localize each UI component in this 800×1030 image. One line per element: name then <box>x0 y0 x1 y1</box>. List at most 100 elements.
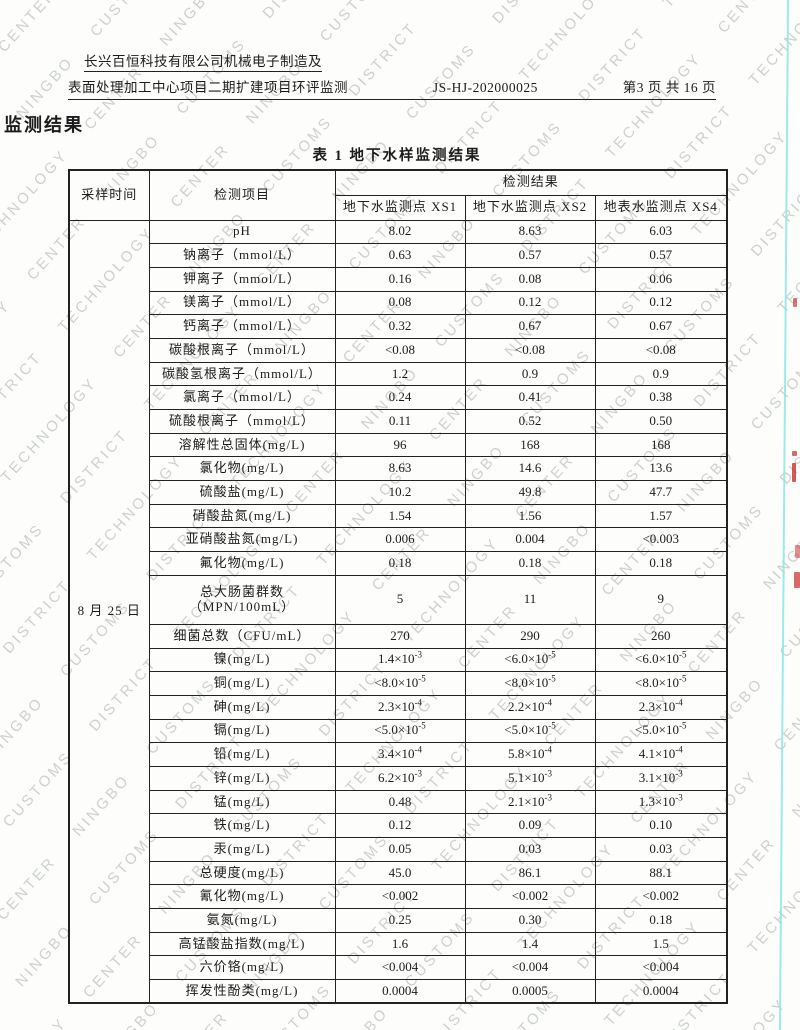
value-cell: 290 <box>464 623 596 649</box>
value-cell: 86.1 <box>464 860 596 886</box>
value-cell: 5.1×10-3 <box>464 765 596 791</box>
item-label-cell: 镍(mg/L) <box>148 647 336 673</box>
value-cell: 0.12 <box>334 813 466 838</box>
value-cell: <6.0×10-5 <box>594 647 728 673</box>
red-mark <box>792 463 796 482</box>
value-cell: 168 <box>464 432 596 458</box>
value-cell: 1.54 <box>334 503 466 529</box>
col-header-point-xs1: 地下水监测点 XS1 <box>334 194 466 221</box>
table-row: 镁离子（mmol/L） 0.08 0.12 0.12 <box>69 290 728 316</box>
value-cell: <5.0×10-5 <box>594 718 728 744</box>
value-cell: <0.08 <box>464 337 596 363</box>
item-label-cell: pH <box>148 219 336 245</box>
value-cell: <0.08 <box>594 337 728 363</box>
table-head: 采样时间 检测项目 检测结果 地下水监测点 XS1 地下水监测点 XS2 地表水… <box>68 169 728 221</box>
table-row: 铁(mg/L) 0.12 0.09 0.10 <box>69 813 728 838</box>
value-cell: 0.30 <box>464 908 596 933</box>
item-label-cell: 氯化物(mg/L) <box>148 456 336 482</box>
table-row: 钠离子（mmol/L） 0.63 0.57 0.57 <box>69 243 728 268</box>
item-label-cell: 硫酸盐(mg/L) <box>148 480 336 505</box>
value-cell: <0.08 <box>334 337 466 363</box>
item-label-cell: 硝酸盐氮(mg/L) <box>148 503 336 529</box>
col-header-point-xs2: 地下水监测点 XS2 <box>464 194 596 221</box>
page-content: 长兴百恒科技有限公司机械电子制造及 表面处理加工中心项目二期扩建项目环评监测 J… <box>4 0 728 1005</box>
value-cell: 3.4×10-4 <box>334 742 466 767</box>
value-cell: 47.7 <box>594 480 728 505</box>
value-cell: 3.1×10-3 <box>594 765 728 791</box>
item-label-cell: 砷(mg/L) <box>148 694 336 720</box>
value-cell: 8.63 <box>464 219 596 245</box>
value-cell: 0.12 <box>594 290 728 316</box>
table-row: 溶解性总固体(mg/L) 96 168 168 <box>69 432 728 458</box>
item-label-cell: 铅(mg/L) <box>148 742 336 767</box>
value-cell: <8.0×10-5 <box>464 671 596 696</box>
table-row: 总硬度(mg/L) 45.0 86.1 88.1 <box>69 860 728 886</box>
item-label-cell: 溶解性总固体(mg/L) <box>148 432 336 458</box>
value-cell: 0.0004 <box>594 979 728 1004</box>
item-label-cell: 氯离子（mmol/L） <box>148 385 336 410</box>
value-cell: 1.56 <box>464 503 596 529</box>
value-cell: 168 <box>594 432 728 458</box>
value-cell: 1.6 <box>334 931 466 957</box>
value-cell: 0.38 <box>594 385 728 410</box>
value-cell: 5.8×10-4 <box>464 742 596 767</box>
item-label-cell: 碳酸根离子（mmol/L） <box>148 337 336 363</box>
table-row: 硫酸根离子（mmol/L） 0.11 0.52 0.50 <box>69 409 728 434</box>
table-row: 钙离子（mmol/L） 0.32 0.67 0.67 <box>69 314 728 339</box>
value-cell: 5 <box>334 574 466 625</box>
value-cell: 6.03 <box>594 219 728 245</box>
value-cell: 0.50 <box>594 409 728 434</box>
value-cell: 0.06 <box>594 266 728 292</box>
table-row: 8 月 25 日 pH 8.02 8.63 6.03 <box>68 219 728 1004</box>
item-label-cell: 细菌总数（CFU/mL） <box>148 623 336 649</box>
item-label-cell: 镁离子（mmol/L） <box>148 290 336 316</box>
value-cell: 1.2 <box>334 361 466 387</box>
value-cell: 1.57 <box>594 503 728 529</box>
value-cell: 0.08 <box>464 266 596 292</box>
red-mark <box>795 545 800 558</box>
table-row: 汞(mg/L) 0.05 0.03 0.03 <box>69 837 728 862</box>
red-mark <box>793 298 797 307</box>
table-row: 硝酸盐氮(mg/L) 1.54 1.56 1.57 <box>69 503 728 529</box>
value-cell: 6.2×10-3 <box>334 765 466 791</box>
value-cell: 0.03 <box>594 837 728 862</box>
value-cell: <5.0×10-5 <box>464 718 596 744</box>
header-page-info: 第3 页 共 16 页 <box>622 80 716 95</box>
value-cell: 0.05 <box>334 837 466 862</box>
table-header-row-1: 采样时间 检测项目 检测结果 <box>68 169 728 221</box>
table-row: 碳酸氢根离子（mmol/L） 1.2 0.9 0.9 <box>69 361 728 387</box>
table-row: 氨氮(mg/L) 0.25 0.30 0.18 <box>69 908 728 933</box>
value-cell: 0.11 <box>334 409 466 434</box>
red-mark <box>794 572 800 588</box>
value-cell: 0.63 <box>334 243 466 268</box>
item-label-cell: 挥发性酚类(mg/L) <box>148 979 336 1004</box>
value-cell: 0.006 <box>334 527 466 553</box>
value-cell: 0.16 <box>334 266 466 292</box>
value-cell: 88.1 <box>594 860 728 886</box>
page-header: 长兴百恒科技有限公司机械电子制造及 表面处理加工中心项目二期扩建项目环评监测 J… <box>68 0 716 100</box>
col-header-item: 检测项目 <box>148 169 336 221</box>
item-label-cell: 六价铬(mg/L) <box>148 955 336 981</box>
header-report-number: JS-HJ-202000025 <box>432 80 538 95</box>
item-label-cell: 钾离子（mmol/L） <box>148 266 336 292</box>
table-row: 锰(mg/L) 0.48 2.1×10-3 1.3×10-3 <box>69 789 728 815</box>
value-cell: 14.6 <box>464 456 596 482</box>
sampling-date-cell: 8 月 25 日 <box>68 219 150 1004</box>
value-cell: <0.004 <box>464 955 596 981</box>
item-label-cell: 碳酸氢根离子（mmol/L） <box>148 361 336 387</box>
table-row: 氟化物(mg/L) 0.18 0.18 0.18 <box>69 551 728 576</box>
value-cell: <5.0×10-5 <box>334 718 466 744</box>
value-cell: 0.004 <box>464 527 596 553</box>
value-cell: <8.0×10-5 <box>334 671 466 696</box>
value-cell: 270 <box>334 623 466 649</box>
red-mark <box>792 451 797 456</box>
item-label-cell: 氨氮(mg/L) <box>148 908 336 933</box>
value-cell: 0.24 <box>334 385 466 410</box>
value-cell: 0.9 <box>594 361 728 387</box>
col-header-point-xs4: 地表水监测点 XS4 <box>594 194 728 221</box>
section-title: 监测结果 <box>4 115 84 135</box>
table-row: 细菌总数（CFU/mL） 270 290 260 <box>69 623 728 649</box>
value-cell: 0.18 <box>334 551 466 576</box>
value-cell: 0.03 <box>464 837 596 862</box>
